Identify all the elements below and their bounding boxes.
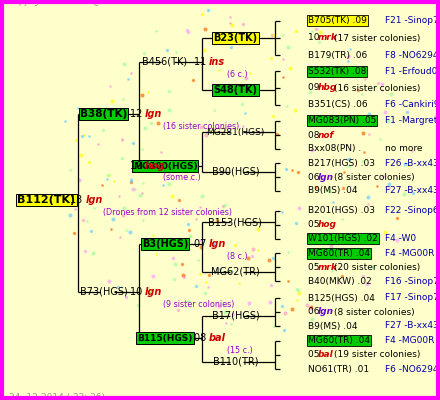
Text: 10: 10 xyxy=(308,34,323,42)
Text: MG60(TR) .04: MG60(TR) .04 xyxy=(308,336,370,345)
Text: (some c.): (some c.) xyxy=(163,174,201,182)
Text: B217(HGS) .03: B217(HGS) .03 xyxy=(308,159,375,168)
Text: F26 -B-xx43: F26 -B-xx43 xyxy=(385,159,439,168)
Text: 05: 05 xyxy=(308,350,323,359)
Text: F4 -MG00R: F4 -MG00R xyxy=(385,249,434,258)
Text: B3(HGS): B3(HGS) xyxy=(142,239,188,249)
Text: F22 -Sinop62R: F22 -Sinop62R xyxy=(385,206,440,215)
Text: nof: nof xyxy=(318,131,334,140)
Text: (20 sister colonies): (20 sister colonies) xyxy=(334,263,421,272)
Text: F16 -Sinop72R: F16 -Sinop72R xyxy=(385,277,440,286)
Text: 08: 08 xyxy=(194,333,209,343)
Text: B9(MS) .04: B9(MS) .04 xyxy=(308,186,357,195)
Text: (17 sister colonies): (17 sister colonies) xyxy=(334,34,421,42)
Text: F4 -MG00R: F4 -MG00R xyxy=(385,336,434,345)
Text: MG62(TR): MG62(TR) xyxy=(211,267,260,277)
Text: (9 sister colonies): (9 sister colonies) xyxy=(163,300,234,308)
Text: lgn: lgn xyxy=(318,173,334,182)
Text: B17(HGS): B17(HGS) xyxy=(212,311,259,321)
Text: 09: 09 xyxy=(308,84,323,92)
Text: F6 -NO6294R: F6 -NO6294R xyxy=(385,365,440,374)
Text: F4 -W0: F4 -W0 xyxy=(385,234,416,243)
Text: 06: 06 xyxy=(308,308,323,316)
Text: B125(HGS) .04: B125(HGS) .04 xyxy=(308,294,375,302)
Text: (Drones from 12 sister colonies): (Drones from 12 sister colonies) xyxy=(103,208,232,216)
Text: 10: 10 xyxy=(130,161,145,171)
Text: (6 c.): (6 c.) xyxy=(227,70,247,78)
Text: F21 -Sinop72R: F21 -Sinop72R xyxy=(385,16,440,25)
Text: no more: no more xyxy=(385,144,422,153)
Text: mrk: mrk xyxy=(318,263,337,272)
Text: S48(TK): S48(TK) xyxy=(213,85,257,95)
Text: F27 -B-xx43: F27 -B-xx43 xyxy=(385,186,439,195)
Text: lgn: lgn xyxy=(86,195,103,205)
Text: 10: 10 xyxy=(130,287,145,297)
Text: F6 -Cankiri97Q: F6 -Cankiri97Q xyxy=(385,100,440,109)
Text: bal: bal xyxy=(209,333,226,343)
Text: 11: 11 xyxy=(194,57,209,67)
Text: B23(TK): B23(TK) xyxy=(213,33,257,43)
Text: B115(HGS): B115(HGS) xyxy=(137,334,193,342)
Text: lgn: lgn xyxy=(145,287,162,297)
Text: F1 -Margret04R: F1 -Margret04R xyxy=(385,116,440,125)
Text: lgn: lgn xyxy=(209,239,226,249)
Text: 13: 13 xyxy=(70,195,86,205)
Text: 08: 08 xyxy=(308,131,323,140)
Text: B351(CS) .06: B351(CS) .06 xyxy=(308,100,368,109)
Text: MG281(HGS): MG281(HGS) xyxy=(206,128,264,136)
Text: MG60(TR) .04: MG60(TR) .04 xyxy=(308,249,370,258)
Text: B9(MS) .04: B9(MS) .04 xyxy=(308,322,357,330)
Text: B153(HGS): B153(HGS) xyxy=(209,217,262,227)
Text: NO61(TR) .01: NO61(TR) .01 xyxy=(308,365,369,374)
Text: B201(HGS) .03: B201(HGS) .03 xyxy=(308,206,375,215)
Text: hog: hog xyxy=(145,161,166,171)
Text: MG300(HGS): MG300(HGS) xyxy=(133,162,197,170)
Text: 06: 06 xyxy=(308,173,323,182)
Text: hog: hog xyxy=(318,220,337,229)
Text: B110(TR): B110(TR) xyxy=(213,357,258,367)
Text: (15 c.): (15 c.) xyxy=(227,346,253,354)
Text: (16 sister colonies): (16 sister colonies) xyxy=(163,122,239,130)
Text: B38(TK): B38(TK) xyxy=(80,109,127,119)
Text: 24- 12-2014 ( 22: 36): 24- 12-2014 ( 22: 36) xyxy=(9,393,105,400)
Text: B112(TK): B112(TK) xyxy=(17,195,75,205)
Text: mrk: mrk xyxy=(318,34,337,42)
Text: (19 sister colonies): (19 sister colonies) xyxy=(334,350,421,359)
Text: hbg: hbg xyxy=(318,84,337,92)
Text: B705(TK) .09: B705(TK) .09 xyxy=(308,16,367,25)
Text: 12: 12 xyxy=(130,109,145,119)
Text: (8 sister colonies): (8 sister colonies) xyxy=(334,308,415,316)
Text: bal: bal xyxy=(318,350,334,359)
Text: Bxx08(PN) .: Bxx08(PN) . xyxy=(308,144,361,153)
Text: (8 c.): (8 c.) xyxy=(227,252,247,260)
Text: F17 -Sinop72R: F17 -Sinop72R xyxy=(385,294,440,302)
Text: 07: 07 xyxy=(194,239,209,249)
Text: F27 -B-xx43: F27 -B-xx43 xyxy=(385,322,439,330)
Text: MG083(PN) .05: MG083(PN) .05 xyxy=(308,116,376,125)
Text: B456(TK): B456(TK) xyxy=(143,57,187,67)
Text: (16 sister colonies): (16 sister colonies) xyxy=(334,84,421,92)
Text: lgn: lgn xyxy=(318,308,334,316)
Text: F8 -NO6294R: F8 -NO6294R xyxy=(385,51,440,60)
Text: W101(HGS) .02: W101(HGS) .02 xyxy=(308,234,378,243)
Text: S532(TK) .08: S532(TK) .08 xyxy=(308,67,367,76)
Text: ins: ins xyxy=(209,57,225,67)
Text: 05: 05 xyxy=(308,263,323,272)
Text: B73(HGS): B73(HGS) xyxy=(80,287,127,297)
Text: 05: 05 xyxy=(308,220,323,229)
Text: (8 sister colonies): (8 sister colonies) xyxy=(334,173,415,182)
Text: F1 -Erfoud07-1Q: F1 -Erfoud07-1Q xyxy=(385,67,440,76)
Text: B40(MKW) .02: B40(MKW) .02 xyxy=(308,277,372,286)
Text: Copyright 2004-2014 @ Karl Kehele Foundation: Copyright 2004-2014 @ Karl Kehele Founda… xyxy=(9,0,191,6)
Text: B90(HGS): B90(HGS) xyxy=(212,167,259,177)
Text: B179(TR) .06: B179(TR) .06 xyxy=(308,51,367,60)
Text: lgn: lgn xyxy=(145,109,162,119)
